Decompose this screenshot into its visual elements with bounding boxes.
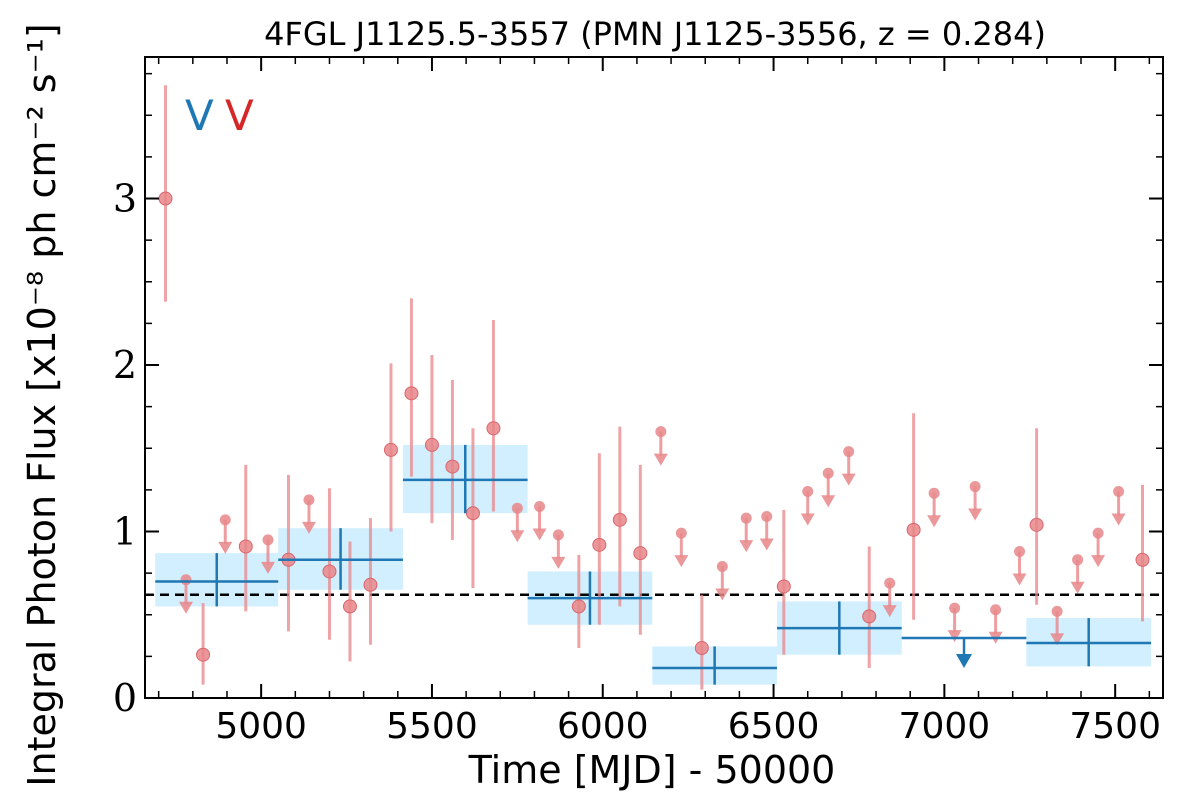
short-bin-upper-limit-arrow: [882, 605, 897, 618]
short-bin-upper-limit-point: [949, 602, 961, 614]
short-bin-point: [862, 609, 877, 624]
short-bin-point: [342, 599, 357, 614]
short-bin-upper-limit-arrow: [674, 555, 689, 568]
chart-title: 4FGL J1125.5-3557 (PMN J1125-3556, z = 0…: [264, 15, 1046, 53]
short-bin-point: [363, 577, 378, 592]
short-bin-point: [158, 191, 173, 206]
short-bin-upper-limit-arrow: [739, 540, 754, 553]
short-bin-upper-limit-point: [1072, 554, 1084, 566]
short-bin-point: [238, 539, 253, 554]
short-bin-upper-limit-point: [1092, 527, 1104, 539]
short-bin-upper-limit-point: [822, 467, 834, 479]
short-bin-upper-limit-arrow: [1091, 555, 1106, 568]
short-bin-upper-limit-arrow: [260, 561, 275, 574]
short-bin-upper-limit-arrow: [800, 513, 815, 526]
short-bin-upper-limit-point: [843, 446, 855, 458]
x-tick-label: 7500: [1069, 706, 1161, 747]
x-tick-label: 7000: [899, 706, 991, 747]
short-bin-upper-limit-arrow: [301, 521, 316, 534]
y-tick-label: 3: [113, 177, 137, 221]
short-bin-upper-limit-arrow: [178, 601, 193, 614]
short-bin-upper-limit-arrow: [1070, 581, 1085, 594]
short-bin-point: [424, 437, 439, 452]
x-tick-label: 5000: [215, 706, 307, 747]
y-tick-label: 1: [113, 510, 137, 554]
short-bin-point: [196, 647, 211, 662]
short-bin-upper-limit-arrow: [1111, 513, 1126, 526]
x-tick-label: 6500: [728, 706, 820, 747]
short-bin-point: [404, 386, 419, 401]
short-bin-upper-limit-point: [716, 560, 728, 572]
short-bin-upper-limit-arrow: [821, 495, 836, 508]
short-bin-upper-limit-point: [262, 534, 274, 546]
short-bin-point: [776, 579, 791, 594]
short-bin-upper-limit-point: [534, 501, 546, 513]
short-bin-upper-limit-point: [802, 486, 814, 498]
plot-area: 5000 5500 6000 6500 7000 7500 0 1 2 3 V V: [113, 56, 1164, 747]
v-marker: V: [225, 91, 254, 140]
short-bin-upper-limit-arrow: [759, 538, 774, 551]
short-bin-point: [465, 506, 480, 521]
short-bin-upper-limit-point: [740, 512, 752, 524]
short-bin-upper-limit-point: [180, 574, 192, 586]
x-axis-label: Time [MJD] - 50000: [468, 748, 836, 792]
short-bin-point: [322, 564, 337, 579]
short-bin-upper-limit-point: [928, 487, 940, 499]
x-tick-label: 5500: [386, 706, 478, 747]
short-bin-upper-limit-point: [655, 426, 667, 438]
short-bin-upper-limit-point: [1051, 605, 1063, 617]
short-bin-point: [906, 522, 921, 537]
short-bin-upper-limit-arrow: [927, 515, 942, 528]
long-bin-upper-limit-arrow: [956, 654, 973, 669]
short-bin-upper-limit-point: [219, 514, 231, 526]
short-bin-upper-limit-arrow: [218, 541, 233, 554]
short-bin-upper-limit-point: [1113, 486, 1125, 498]
short-bin-upper-limit-point: [511, 502, 523, 514]
short-bin-upper-limit-arrow: [1012, 573, 1027, 586]
x-tick-label: 6000: [557, 706, 649, 747]
short-bin-upper-limit-arrow: [1050, 633, 1065, 646]
short-bin-upper-limit-point: [969, 481, 981, 493]
short-bin-point: [592, 537, 607, 552]
short-bin-upper-limit-point: [884, 577, 896, 589]
short-bin-upper-limit-arrow: [532, 528, 547, 541]
short-bin-point: [612, 512, 627, 527]
short-bin-upper-limit-point: [761, 511, 773, 523]
plot-frame: [144, 56, 1164, 699]
short-bin-upper-limit-arrow: [715, 588, 730, 601]
short-bin-upper-limit-arrow: [968, 508, 983, 521]
short-bin-point: [1029, 517, 1044, 532]
v-marker: V: [185, 91, 214, 140]
short-bin-upper-limit-point: [552, 529, 564, 541]
short-bin-point: [445, 459, 460, 474]
short-bin-upper-limit-arrow: [653, 453, 668, 466]
short-bin-point: [383, 442, 398, 457]
short-bin-upper-limit-arrow: [947, 630, 962, 643]
short-bin-point: [486, 421, 501, 436]
short-bin-upper-limit-point: [303, 494, 315, 506]
short-bin-point: [571, 599, 586, 614]
y-axis-label: Integral Photon Flux [x10⁻⁸ ph cm⁻² s⁻¹]: [20, 23, 64, 786]
short-bin-upper-limit-arrow: [510, 530, 525, 543]
short-bin-upper-limit-arrow: [551, 556, 566, 569]
short-bin-point: [633, 546, 648, 561]
short-bin-upper-limit-point: [1014, 545, 1026, 557]
short-bin-upper-limit-point: [675, 527, 687, 539]
short-bin-upper-limit-arrow: [841, 473, 856, 486]
y-tick-label: 2: [113, 343, 137, 387]
y-tick-label: 0: [113, 676, 137, 720]
short-bin-point: [1135, 552, 1150, 567]
short-bin-point: [694, 641, 709, 656]
short-bin-upper-limit-point: [990, 604, 1002, 616]
